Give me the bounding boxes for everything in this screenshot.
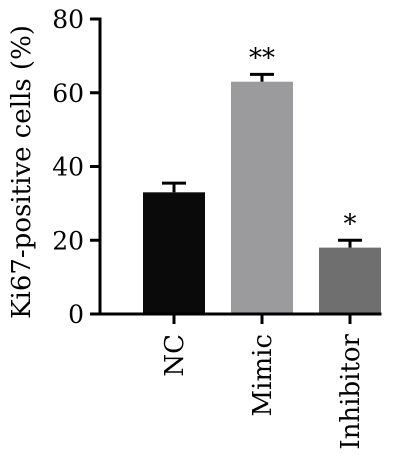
y-tick-label-0: 0 [68, 300, 84, 329]
bar-mimic [231, 81, 293, 314]
x-tick-label-inhibitor: Inhibitor [336, 333, 366, 449]
bar-inhibitor [319, 247, 381, 314]
bar-nc [143, 192, 205, 314]
x-tick-label-nc: NC [160, 334, 190, 377]
y-tick-label-40: 40 [52, 153, 84, 182]
y-axis-label: Ki67-positive cells (%) [7, 25, 37, 319]
y-tick-label-60: 60 [52, 79, 84, 108]
y-tick-label-80: 80 [52, 5, 84, 34]
y-tick-label-20: 20 [52, 226, 84, 255]
significance-label-mimic: ** [249, 43, 275, 73]
significance-label-inhibitor: * [344, 209, 357, 239]
x-tick-label-mimic: Mimic [248, 334, 278, 416]
